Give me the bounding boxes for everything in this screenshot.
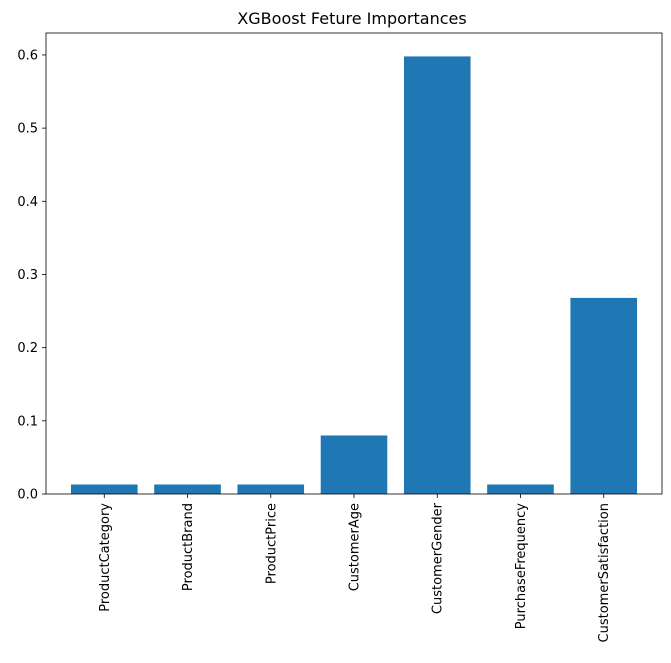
y-tick-label-0.6: 0.6 [17,48,38,63]
chart-title: XGBoost Feture Importances [237,9,466,28]
bar-ProductCategory [70,484,138,494]
bar-ProductPrice [237,484,305,494]
x-tick-label-ProductCategory: ProductCategory [98,503,113,612]
axes-frame [45,32,663,495]
y-tick-label-0.0: 0.0 [17,488,38,503]
x-tick-label-CustomerAge: CustomerAge [348,503,363,591]
plot-area: ProductCategory ProductBrand ProductPrice C… [17,32,663,642]
y-tick-label-0.3: 0.3 [17,268,38,283]
bar-ProductBrand [154,484,221,494]
y-tick-label-0.5: 0.5 [17,122,38,137]
x-tick-label-CustomerGender: CustomerGender [431,502,446,614]
y-tick-label-0.4: 0.4 [17,195,38,210]
y-tick-label-0.1: 0.1 [17,414,38,429]
bar-CustomerSatisfaction [570,297,638,494]
x-tick-label-CustomerSatisfaction: CustomerSatisfaction [597,503,612,642]
x-tick-label-ProductBrand: ProductBrand [181,503,196,591]
bar-CustomerAge [320,435,388,494]
bar-PurchaseFrequency [487,484,554,494]
x-tick-label-PurchaseFrequency: PurchaseFrequency [514,503,529,629]
bar-CustomerGender [403,56,471,495]
y-tick-label-0.2: 0.2 [17,341,38,356]
x-tick-label-ProductPrice: ProductPrice [264,503,279,584]
